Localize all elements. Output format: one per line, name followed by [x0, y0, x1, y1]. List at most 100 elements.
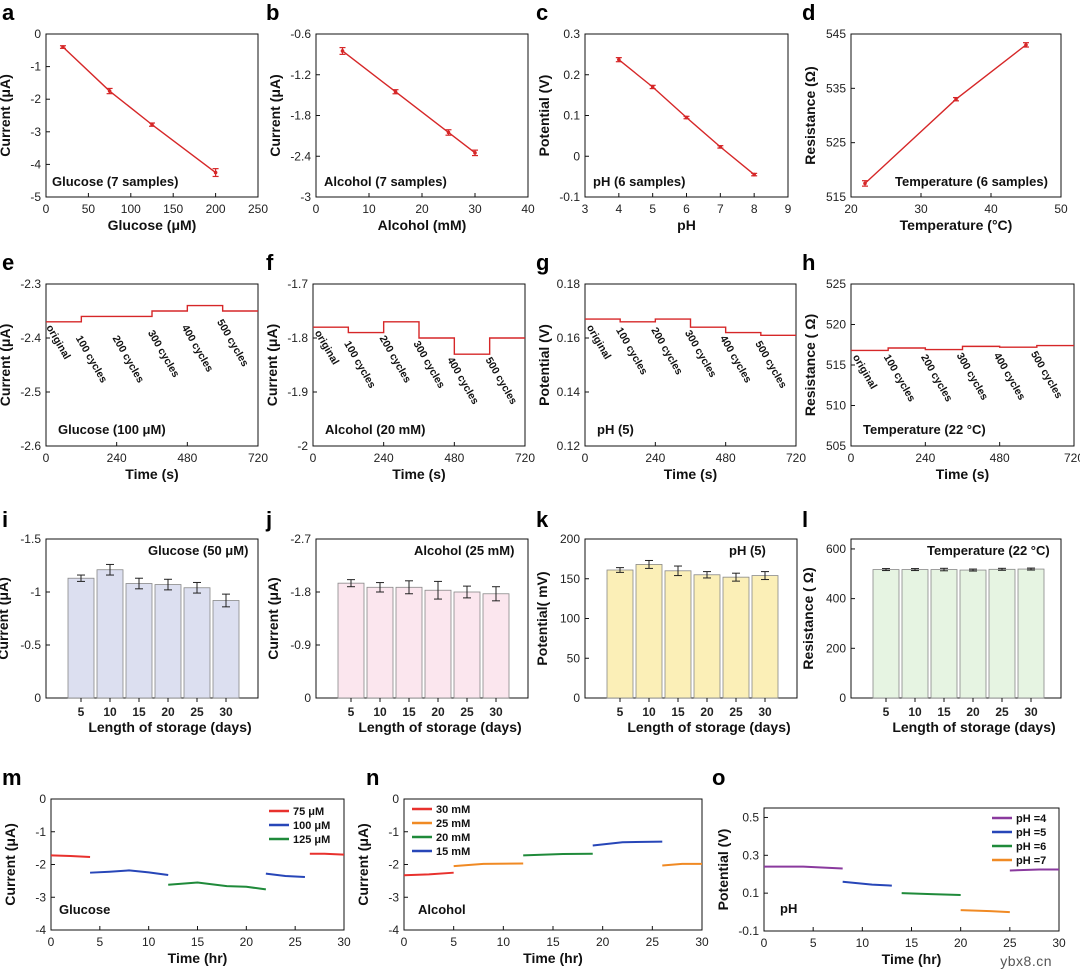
x-tick-label: 15: [546, 935, 560, 949]
bar: [722, 576, 750, 699]
x-tick-label: 240: [374, 451, 394, 465]
x-tick-label: 150: [163, 202, 183, 216]
bar: [664, 570, 692, 699]
x-tick-label: 25: [995, 705, 1009, 719]
x-tick-label: 720: [248, 451, 268, 465]
cycle-label: original: [312, 328, 341, 367]
x-tick-label: 30: [695, 935, 709, 949]
data-point: [150, 122, 154, 127]
plot-frame: [584, 33, 789, 198]
panel-annotation: pH (5): [597, 422, 634, 437]
x-axis-label: Temperature (°C): [900, 217, 1013, 233]
panel-c: c 0.3 0.2 0.1 0 -0.1 Potential (V) 3 4 5 6 7 8 9 pH pH …: [536, 0, 792, 233]
plot-frame: [312, 283, 526, 447]
cycle-label: 500 cycles: [483, 355, 520, 407]
legend-label: pH =6: [1016, 841, 1046, 853]
y-tick-label: 0.14: [557, 385, 581, 399]
x-tick-label: 30: [468, 202, 482, 216]
y-tick-label: -2.3: [20, 277, 41, 291]
legend-label: pH =4: [1016, 813, 1047, 825]
x-axis-label: Time (s): [125, 466, 178, 482]
data-point: [473, 151, 477, 155]
x-tick-label: 10: [103, 705, 117, 719]
y-tick-label: 0.1: [563, 109, 580, 123]
x-tick-label: 10: [362, 202, 376, 216]
bar: [635, 564, 663, 699]
bar: [453, 591, 481, 699]
bar: [482, 593, 510, 699]
cycle-label: original: [850, 352, 879, 391]
panel-e: e -2.3 -2.4 -2.5 -2.6 Current (μA) 0 240 480 720 T…: [0, 250, 268, 482]
series-line: [265, 872, 305, 878]
x-tick-label: 15: [671, 705, 685, 719]
y-tick-label: 520: [826, 318, 846, 332]
y-tick-label: 515: [826, 358, 846, 372]
y-tick-label: -3: [35, 890, 46, 904]
legend-label: 125 μM: [293, 834, 330, 846]
legend-label: pH =7: [1016, 855, 1046, 867]
x-axis-label: Length of storage (days): [892, 719, 1055, 735]
bar: [67, 577, 95, 699]
x-tick-label: 25: [1003, 936, 1017, 950]
y-tick-label: -1.7: [287, 277, 308, 291]
step-line: [585, 318, 796, 336]
x-tick-label: 0: [48, 935, 55, 949]
y-axis-label: Current (μA): [0, 324, 13, 406]
step-line: [46, 304, 258, 323]
x-tick-label: 3: [582, 202, 589, 216]
cycle-label: 300 cycles: [411, 339, 448, 391]
x-tick-label: 720: [786, 451, 806, 465]
y-tick-label: 0: [392, 792, 399, 806]
y-tick-label: 0.5: [742, 810, 759, 824]
y-tick-label: 0: [839, 691, 846, 705]
y-tick-label: -2.4: [20, 331, 41, 345]
x-axis-label: Time (hr): [882, 951, 942, 967]
x-tick-label: 5: [96, 935, 103, 949]
y-tick-label: 515: [826, 190, 846, 204]
x-tick-label: 240: [107, 451, 127, 465]
panel-letter: b: [266, 0, 279, 25]
bar: [337, 582, 365, 699]
panel-annotation: pH (5): [729, 543, 766, 558]
x-tick-label: 20: [844, 202, 858, 216]
x-tick-label: 7: [717, 202, 724, 216]
y-tick-label: -1.8: [287, 331, 308, 345]
data-point: [617, 57, 621, 62]
panel-m: m 0 -1 -2 -3 -4 Current (μA) 0 5 10 15 20 25 30 Time (…: [2, 765, 351, 966]
x-tick-label: 480: [716, 451, 736, 465]
series-line: [62, 46, 217, 174]
y-tick-label: -3: [30, 125, 41, 139]
y-tick-label: -0.1: [738, 924, 759, 938]
legend-label: 25 mM: [436, 818, 470, 830]
cycle-label: 200 cycles: [110, 334, 147, 386]
x-tick-label: 0: [43, 451, 50, 465]
y-axis-label: Current (μA): [264, 324, 280, 406]
series-line: [764, 865, 843, 870]
y-axis-label: Resistance ( Ω): [802, 314, 818, 416]
data-point: [107, 89, 112, 93]
y-tick-label: 400: [826, 592, 846, 606]
plot-frame: [45, 33, 259, 198]
x-tick-label: 20: [431, 705, 445, 719]
x-tick-label: 40: [984, 202, 998, 216]
y-axis-label: Current (μA): [265, 577, 281, 659]
cycle-label: 200 cycles: [918, 352, 955, 404]
cycle-label: 400 cycles: [991, 351, 1028, 403]
series-line: [453, 862, 524, 868]
y-axis-label: Potential (V): [536, 75, 552, 157]
panel-letter: n: [366, 765, 379, 790]
x-tick-label: 5: [617, 705, 624, 719]
y-tick-label: -1.8: [290, 109, 311, 123]
cycle-label: 500 cycles: [752, 339, 789, 391]
series-line: [842, 880, 892, 887]
y-tick-label: -1: [35, 825, 46, 839]
y-tick-label: 200: [560, 532, 580, 546]
y-tick-label: 0: [573, 691, 580, 705]
panel-letter: l: [802, 507, 808, 532]
x-axis-label: Time (s): [936, 466, 989, 482]
y-tick-label: 600: [826, 542, 846, 556]
panel-g: g 0.18 0.16 0.14 0.12 Potential (V) 0 240 480 720…: [536, 250, 806, 482]
data-point: [340, 49, 345, 53]
data-point: [393, 89, 398, 94]
